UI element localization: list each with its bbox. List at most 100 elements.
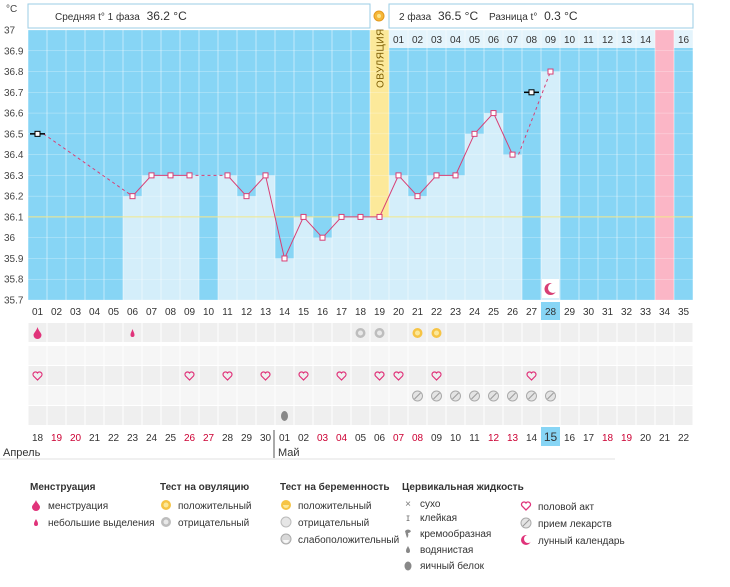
symptom-cell <box>199 386 218 405</box>
month-april: Апрель <box>3 447 41 459</box>
symptom-cell <box>332 386 351 405</box>
legend-item-intercourse: половой акт <box>520 500 625 513</box>
legend-item-watery: водянистая <box>402 543 524 556</box>
expected-period-column <box>655 30 674 300</box>
symptom-cell <box>446 323 465 342</box>
symptom-cell <box>237 346 256 365</box>
symptom-cell <box>142 366 161 385</box>
symptom-cell <box>199 366 218 385</box>
heart-icon <box>184 371 195 381</box>
legend-item-egg-white: яичный белок <box>402 559 524 572</box>
date-label: 11 <box>469 433 480 444</box>
symptom-cell <box>218 323 237 342</box>
phase2-day-label: 11 <box>583 35 594 46</box>
drop-large-icon <box>32 500 40 511</box>
legend-label: половой акт <box>538 502 595 513</box>
date-label: 03 <box>317 433 329 444</box>
symptom-cell <box>579 366 598 385</box>
symptom-cell <box>104 346 123 365</box>
cycle-day-label: 21 <box>412 307 424 318</box>
cycle-day-label: 03 <box>70 307 82 318</box>
cycle-day-label: 30 <box>583 307 595 318</box>
symptom-cell <box>237 386 256 405</box>
cycle-day-label: 04 <box>89 307 101 318</box>
symptom-cell <box>427 366 446 385</box>
heart-icon <box>32 371 43 381</box>
cycle-day-label: 14 <box>279 307 291 318</box>
date-label: 02 <box>298 433 310 444</box>
symptom-cell <box>313 346 332 365</box>
egg-white-icon <box>281 411 288 421</box>
symptom-cell <box>370 386 389 405</box>
cycle-day-label: 09 <box>184 307 196 318</box>
pregtest-negative-icon <box>280 516 292 528</box>
temperature-point <box>509 151 516 158</box>
symptom-cell <box>142 346 161 365</box>
legend-label: лунный календарь <box>538 536 625 547</box>
legend-label: сухо <box>420 499 441 510</box>
symptom-cell <box>237 406 256 425</box>
symptom-cell <box>47 346 66 365</box>
symptom-cell <box>313 323 332 342</box>
cycle-day-label: 18 <box>355 307 367 318</box>
y-tick-label: 36.2 <box>4 192 24 203</box>
date-label: 23 <box>127 433 139 444</box>
symptom-cell <box>655 406 674 425</box>
date-label: 22 <box>678 433 690 444</box>
legend-item-medication: прием лекарств <box>520 517 625 530</box>
temperature-bar <box>123 196 142 300</box>
symptom-cell <box>465 323 484 342</box>
symptom-cell <box>389 346 408 365</box>
symptom-cell <box>598 386 617 405</box>
temperature-point <box>129 193 136 200</box>
symptom-cell <box>142 323 161 342</box>
temperature-gap-line <box>518 71 551 155</box>
menstruation-icon <box>33 327 42 339</box>
date-label: 09 <box>431 433 443 444</box>
symptom-cell <box>123 406 142 425</box>
date-label: 21 <box>89 433 101 444</box>
date-label: 04 <box>336 433 348 444</box>
symptom-cell <box>199 346 218 365</box>
cycle-day-label: 26 <box>507 307 519 318</box>
symptom-cell <box>161 386 180 405</box>
cycle-day-label: 20 <box>393 307 405 318</box>
symptom-cell <box>275 386 294 405</box>
legend-pregnancy-test: Тест на беременность положительный отриц… <box>280 482 399 546</box>
symptom-cell <box>275 323 294 342</box>
symptom-cell <box>161 323 180 342</box>
symptom-cell <box>446 406 465 425</box>
cycle-day-label: 24 <box>469 307 481 318</box>
legend-cervical-title: Цервикальная жидкость <box>402 482 524 493</box>
symptom-cell <box>199 323 218 342</box>
symptom-cell <box>465 406 484 425</box>
symptom-cell <box>294 406 313 425</box>
symptom-cell <box>180 366 199 385</box>
pill-icon-line <box>414 392 421 400</box>
ovtest-positive-icon-core <box>415 330 420 336</box>
temperature-line <box>132 174 190 197</box>
symptom-cell <box>123 386 142 405</box>
legend-pregnancy-title: Тест на беременность <box>280 482 390 493</box>
symptom-cell <box>484 366 503 385</box>
phase2-day-label: 06 <box>488 35 500 46</box>
symptom-cell <box>237 366 256 385</box>
symptom-cell <box>351 406 370 425</box>
symptom-cell <box>28 406 47 425</box>
cycle-day-label: 22 <box>431 307 443 318</box>
y-tick-label: 35.9 <box>4 254 24 265</box>
legend: Менструация менструация небольшие выделе… <box>0 476 730 586</box>
symptom-cell <box>484 406 503 425</box>
symptom-cell <box>332 346 351 365</box>
symptom-cell <box>275 346 294 365</box>
date-label: 21 <box>659 433 671 444</box>
date-label: 06 <box>374 433 386 444</box>
pill-icon-line <box>490 392 497 400</box>
heart-icon <box>526 371 537 381</box>
symptom-cell <box>332 323 351 342</box>
symptom-cell <box>522 406 541 425</box>
y-tick-label: 36.7 <box>4 88 24 99</box>
symptom-cell <box>332 406 351 425</box>
date-label: 19 <box>621 433 633 444</box>
symptom-cell <box>655 366 674 385</box>
